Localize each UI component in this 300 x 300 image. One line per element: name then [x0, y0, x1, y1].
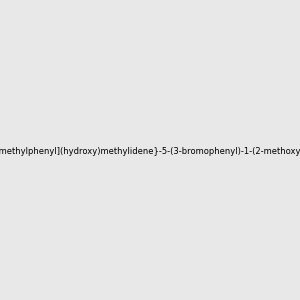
Text: (4E)-4-{[4-(benzyloxy)-2-methylphenyl](hydroxy)methylidene}-5-(3-bromophenyl)-1-: (4E)-4-{[4-(benzyloxy)-2-methylphenyl](h…: [0, 147, 300, 156]
